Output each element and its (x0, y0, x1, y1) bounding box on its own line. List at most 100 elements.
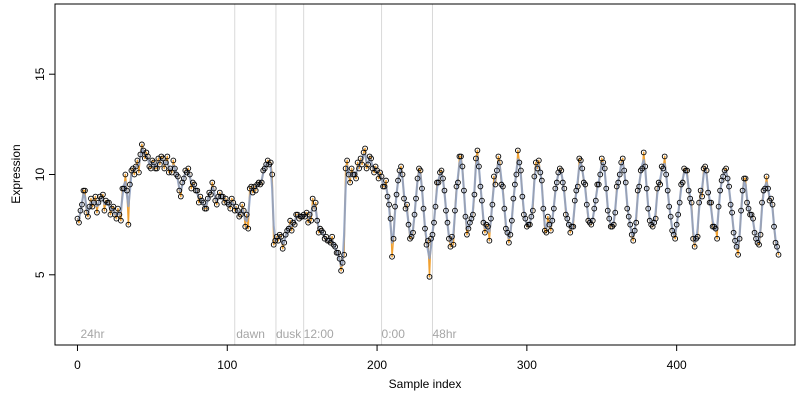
data-point-439 (732, 237, 738, 244)
data-point-279 (492, 181, 499, 188)
data-point-313 (543, 229, 550, 236)
data-point-51 (151, 159, 157, 166)
data-point-291 (510, 195, 517, 202)
data-point-158 (311, 205, 318, 212)
data-point-381 (645, 205, 652, 212)
data-point-160 (314, 217, 321, 224)
data-point-259 (462, 213, 469, 220)
data-point-58 (161, 165, 168, 172)
data-point-349 (597, 171, 604, 178)
data-point-393 (663, 171, 670, 178)
data-point-192 (362, 145, 368, 152)
data-point-295 (516, 159, 523, 166)
data-point-317 (549, 217, 556, 224)
data-point-251 (450, 241, 457, 248)
data-point-468 (775, 251, 782, 258)
data-point-442 (736, 235, 743, 242)
annotation-labels: 24hr dawn dusk 12:00 0:00 48hr (80, 327, 456, 341)
data-point-178 (341, 251, 347, 258)
data-point-28 (116, 211, 123, 218)
data-point-33 (124, 187, 130, 194)
data-point-311 (540, 205, 547, 212)
data-point-285 (501, 205, 508, 212)
data-point-288 (506, 239, 512, 246)
data-point-159 (312, 199, 319, 206)
data-point-267 (474, 147, 481, 154)
data-point-229 (417, 167, 424, 174)
data-point-364 (619, 155, 626, 162)
data-point-296 (518, 167, 524, 174)
data-point-63 (168, 169, 175, 176)
annotation-label-5: 48hr (432, 327, 456, 341)
data-point-412 (691, 243, 698, 250)
data-point-408 (685, 187, 692, 194)
data-point-244 (440, 175, 446, 182)
data-point-226 (413, 195, 419, 202)
data-point-429 (717, 187, 723, 194)
data-point-446 (742, 175, 749, 182)
data-point-102 (227, 205, 234, 212)
data-point-379 (642, 163, 649, 170)
y-axis-label: Expression (9, 144, 23, 203)
data-point-9 (88, 195, 94, 202)
data-point-212 (392, 203, 398, 210)
data-point-111 (240, 207, 247, 214)
data-point-361 (615, 179, 622, 186)
data-point-78 (191, 181, 198, 188)
data-point-246 (443, 207, 449, 214)
data-point-14 (95, 199, 102, 206)
data-point-371 (630, 237, 637, 244)
data-point-316 (547, 227, 554, 234)
data-point-304 (529, 207, 536, 214)
data-point-353 (603, 185, 610, 192)
data-point-423 (708, 199, 714, 206)
y-tick-label-0: 5 (33, 271, 47, 278)
data-point-65 (171, 165, 178, 172)
data-point-415 (696, 199, 702, 206)
data-point-358 (610, 221, 617, 228)
x-tick-label-1: 100 (217, 358, 237, 372)
data-point-367 (624, 205, 631, 212)
data-point-324 (559, 179, 566, 186)
data-point-373 (633, 219, 640, 226)
data-point-254 (455, 179, 461, 186)
data-point-38 (131, 171, 138, 178)
data-point-235 (426, 273, 433, 280)
data-point-370 (628, 231, 635, 238)
data-point-319 (552, 185, 559, 192)
data-point-344 (589, 217, 596, 224)
data-point-276 (488, 215, 494, 222)
data-point-325 (561, 185, 568, 192)
data-point-40 (134, 157, 141, 164)
data-point-220 (404, 201, 410, 208)
data-point-308 (535, 157, 542, 164)
x-tick-label-4: 400 (667, 358, 687, 372)
data-point-231 (420, 205, 427, 212)
data-point-114 (245, 225, 252, 232)
data-point-329 (567, 229, 574, 236)
data-point-452 (751, 229, 758, 236)
data-point-209 (387, 215, 394, 222)
data-point-239 (432, 203, 439, 210)
data-point-68 (176, 187, 183, 194)
data-point-378 (640, 149, 647, 156)
data-point-299 (522, 215, 529, 222)
data-point-392 (661, 153, 668, 160)
data-point-53 (154, 165, 160, 172)
data-point-318 (550, 205, 557, 212)
data-point-386 (652, 215, 659, 222)
data-point-337 (579, 165, 586, 172)
data-point-214 (395, 177, 401, 184)
data-point-264 (470, 211, 476, 218)
data-point-451 (750, 215, 756, 222)
data-points (74, 141, 782, 280)
data-point-346 (592, 197, 599, 204)
data-point-307 (534, 165, 541, 172)
data-point-431 (720, 173, 726, 180)
data-point-334 (574, 183, 581, 190)
data-point-352 (601, 165, 608, 172)
data-point-456 (757, 231, 764, 238)
data-point-7 (85, 213, 91, 220)
data-point-76 (188, 185, 195, 192)
series-line (76, 147, 780, 267)
